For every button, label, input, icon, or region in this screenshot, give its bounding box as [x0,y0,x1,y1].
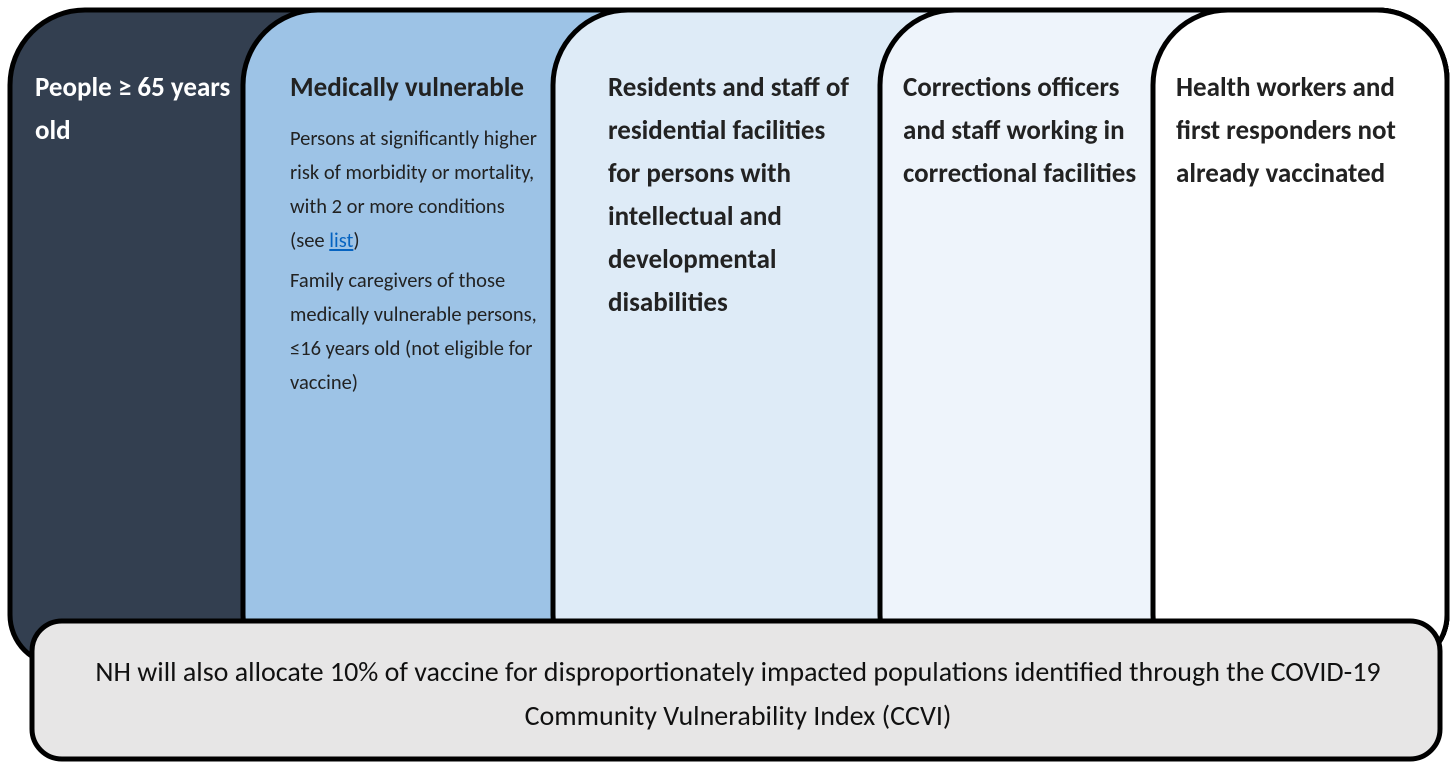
link[interactable]: list [329,227,354,253]
description: Family caregivers of those medically vul… [290,267,537,395]
column-2: Medically vulnerable Persons at signific… [290,66,540,399]
description: Persons at significantly higher risk of … [290,121,540,257]
text: ) [353,227,360,253]
column-3: Residents and staff of residential facil… [608,66,853,324]
footer-text: NH will also allocate 10% of vaccine for… [95,654,1381,733]
column-title: Residents and staff of residential facil… [608,71,849,319]
text: Persons at significantly higher risk of … [290,125,537,253]
column-title: Medically vulnerable [290,71,524,104]
column-1: People ≥ 65 years old [35,66,235,152]
column-title: Health workers and first responders not … [1176,71,1396,190]
column-title: People ≥ 65 years old [35,71,231,147]
column-5: Health workers and first responders not … [1176,66,1431,195]
column-title: Corrections officers and staff working i… [903,71,1137,190]
footer-box [29,618,1443,762]
column-4: Corrections officers and staff working i… [903,66,1153,195]
